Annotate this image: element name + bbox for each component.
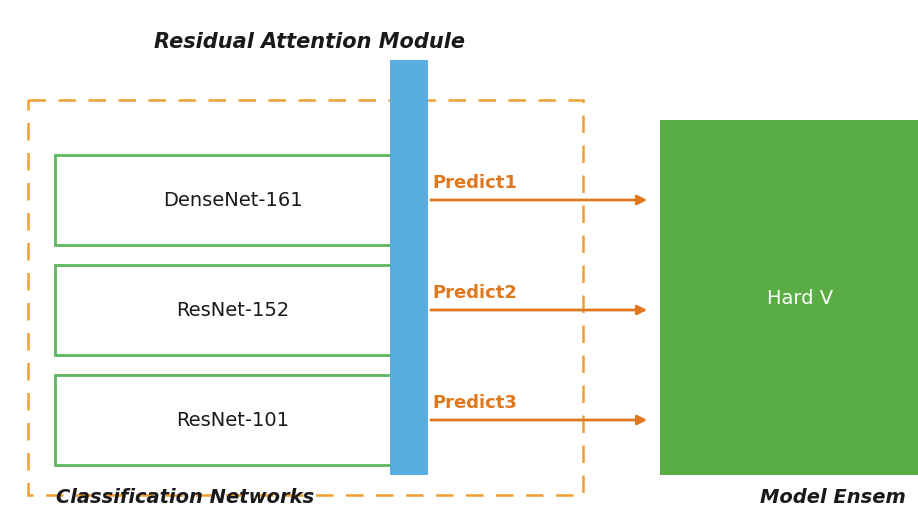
Text: Residual Attention Module: Residual Attention Module [154,32,465,52]
Text: Predict1: Predict1 [432,174,517,192]
Bar [55,375,410,465]
Bar [660,120,918,475]
Text: Predict2: Predict2 [432,284,517,302]
Text: Classification Networks: Classification Networks [56,488,314,507]
Bar [55,265,410,355]
Text: Model Ensem: Model Ensem [760,488,906,507]
Text: ResNet-101: ResNet-101 [176,410,289,430]
Text: DenseNet-161: DenseNet-161 [162,190,302,209]
Bar [55,155,410,245]
Text: ResNet-152: ResNet-152 [176,300,289,320]
Bar [28,100,583,495]
Bar [390,60,428,475]
Text: Hard V: Hard V [767,288,833,308]
Text: Predict3: Predict3 [432,394,517,412]
